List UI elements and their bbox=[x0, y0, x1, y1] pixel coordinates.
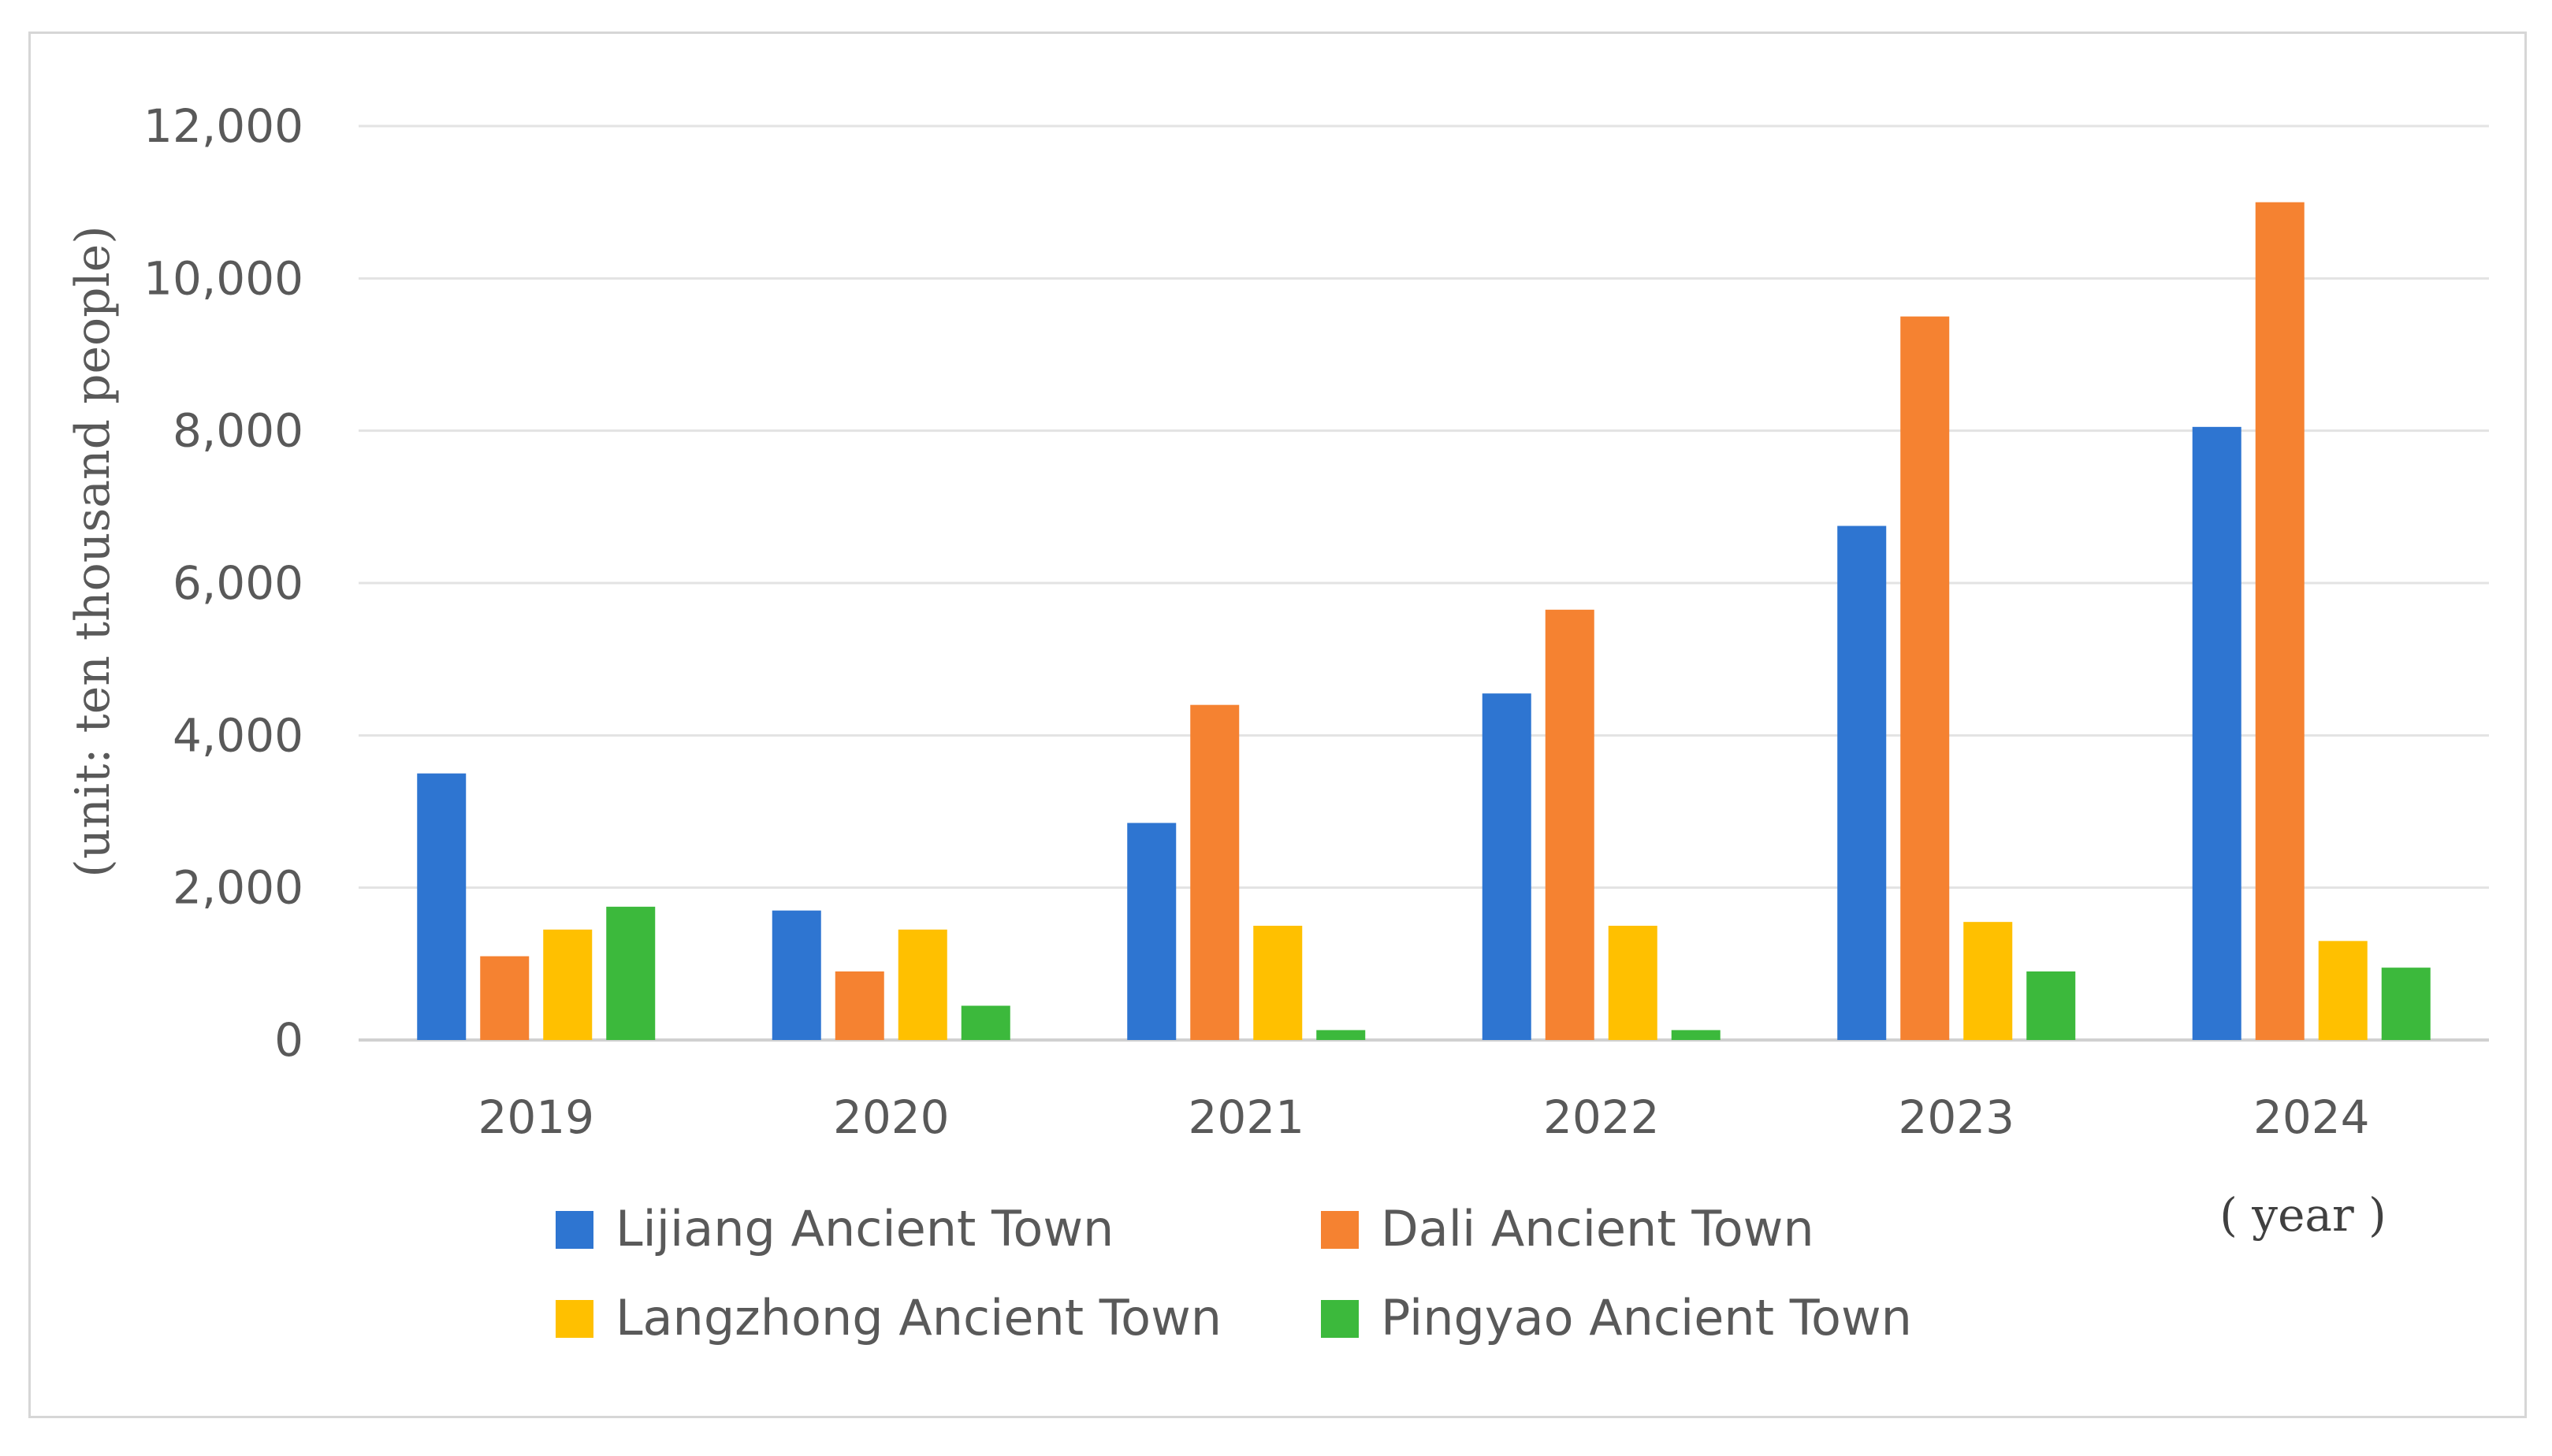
bar-lijiang-ancient-town-2021 bbox=[1127, 823, 1177, 1040]
bar-lijiang-ancient-town-2019 bbox=[417, 773, 467, 1040]
legend-swatch bbox=[556, 1211, 593, 1249]
bar-pingyao-ancient-town-2022 bbox=[1671, 1030, 1721, 1040]
gridlines bbox=[359, 124, 2489, 1042]
bar-langzhong-ancient-town-2022 bbox=[1608, 926, 1657, 1040]
x-axis-ticks: 2019 2020 2021 2022 2023 2024 bbox=[478, 1090, 2369, 1144]
bar-langzhong-ancient-town-2021 bbox=[1253, 926, 1303, 1040]
x-tick-label: 2023 bbox=[1898, 1090, 2014, 1144]
legend-label: Pingyao Ancient Town bbox=[1381, 1289, 1912, 1346]
bar-lijiang-ancient-town-2022 bbox=[1482, 693, 1531, 1040]
x-tick-label: 2024 bbox=[2253, 1090, 2370, 1144]
legend-label: Langzhong Ancient Town bbox=[616, 1289, 1222, 1346]
x-tick-label: 2021 bbox=[1188, 1090, 1304, 1144]
legend-swatch bbox=[1321, 1300, 1359, 1338]
bar-dali-ancient-town-2023 bbox=[1900, 316, 1950, 1041]
y-tick-label: 4,000 bbox=[173, 708, 303, 762]
bar-pingyao-ancient-town-2020 bbox=[961, 1005, 1010, 1040]
legend-item-dali-ancient-town: Dali Ancient Town bbox=[1321, 1200, 1814, 1257]
bar-dali-ancient-town-2021 bbox=[1190, 704, 1240, 1040]
legend-item-pingyao-ancient-town: Pingyao Ancient Town bbox=[1321, 1289, 1912, 1346]
y-axis-label: (unit: ten thousand people) bbox=[65, 225, 121, 877]
bar-dali-ancient-town-2020 bbox=[835, 971, 884, 1040]
bars bbox=[417, 202, 2431, 1041]
y-tick-label: 12,000 bbox=[143, 99, 303, 153]
legend-item-lijiang-ancient-town: Lijiang Ancient Town bbox=[556, 1200, 1114, 1257]
y-tick-label: 6,000 bbox=[173, 556, 303, 610]
legend: Lijiang Ancient Town Dali Ancient Town Lan… bbox=[556, 1200, 1912, 1346]
legend-label: Dali Ancient Town bbox=[1381, 1200, 1814, 1257]
x-axis-unit-label: ( year ) bbox=[2219, 1188, 2386, 1242]
bar-dali-ancient-town-2024 bbox=[2255, 202, 2305, 1041]
y-tick-label: 2,000 bbox=[173, 861, 303, 915]
bar-lijiang-ancient-town-2020 bbox=[772, 910, 821, 1040]
bar-langzhong-ancient-town-2024 bbox=[2318, 941, 2368, 1040]
bar-lijiang-ancient-town-2024 bbox=[2192, 426, 2241, 1040]
legend-label: Lijiang Ancient Town bbox=[616, 1200, 1114, 1257]
legend-swatch bbox=[556, 1300, 593, 1338]
y-axis-ticks: 0 2,000 4,000 6,000 8,000 10,000 12,000 bbox=[143, 99, 303, 1067]
bar-lijiang-ancient-town-2023 bbox=[1837, 526, 1887, 1040]
y-tick-label: 10,000 bbox=[143, 251, 303, 305]
x-tick-label: 2020 bbox=[833, 1090, 950, 1144]
y-tick-label: 0 bbox=[274, 1013, 303, 1067]
bar-langzhong-ancient-town-2019 bbox=[543, 929, 593, 1040]
x-tick-label: 2022 bbox=[1543, 1090, 1660, 1144]
x-tick-label: 2019 bbox=[478, 1090, 594, 1144]
bar-pingyao-ancient-town-2021 bbox=[1316, 1030, 1366, 1040]
bar-pingyao-ancient-town-2019 bbox=[606, 906, 656, 1040]
bar-dali-ancient-town-2019 bbox=[480, 956, 530, 1040]
bar-dali-ancient-town-2022 bbox=[1545, 609, 1594, 1040]
bar-pingyao-ancient-town-2024 bbox=[2381, 968, 2431, 1040]
bar-pingyao-ancient-town-2023 bbox=[2026, 971, 2076, 1040]
legend-swatch bbox=[1321, 1211, 1359, 1249]
bar-langzhong-ancient-town-2023 bbox=[1963, 922, 2013, 1040]
legend-item-langzhong-ancient-town: Langzhong Ancient Town bbox=[556, 1289, 1222, 1346]
chart-frame bbox=[28, 32, 2527, 1418]
bar-langzhong-ancient-town-2020 bbox=[898, 929, 947, 1040]
y-tick-label: 8,000 bbox=[173, 404, 303, 458]
